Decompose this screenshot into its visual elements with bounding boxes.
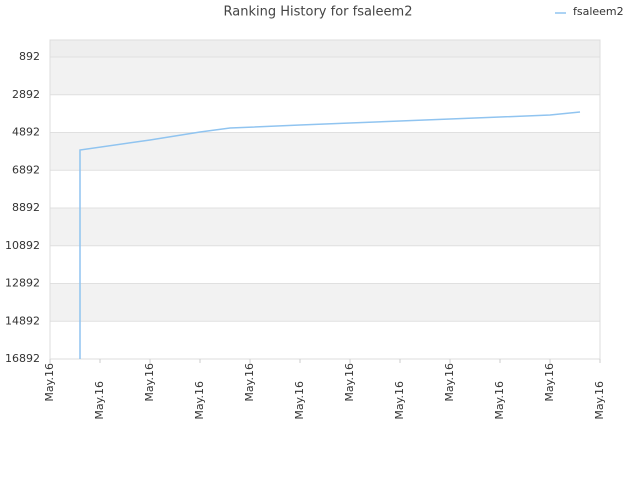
plot-band: [50, 132, 600, 171]
x-tick-label: May.16: [543, 363, 556, 402]
line-series: [79, 111, 581, 359]
x-tick-label: May.16: [443, 363, 456, 402]
x-tick-label: May.16: [293, 381, 306, 420]
y-tick-label: 14892: [5, 314, 40, 327]
x-tick-label: May.16: [193, 381, 206, 420]
y-tick-label: 16892: [5, 352, 40, 365]
x-tick-label: May.16: [393, 381, 406, 420]
x-tick-label: May.16: [343, 363, 356, 402]
y-tick-label: 4892: [12, 126, 40, 139]
x-tick-label: May.16: [493, 381, 506, 420]
plot-top-band: [50, 40, 600, 58]
x-tick-label: May.16: [43, 363, 56, 402]
x-tick-label: May.16: [243, 363, 256, 402]
y-tick-label: 2892: [12, 88, 40, 101]
y-tick-label: 8892: [12, 201, 40, 214]
plot-border: [49, 39, 601, 360]
x-tick-label: May.16: [593, 381, 606, 420]
plot-band: [50, 208, 600, 246]
plot-band: [50, 283, 600, 322]
x-tick-label: May.16: [143, 363, 156, 402]
y-tick-label: 892: [19, 50, 40, 63]
x-tick-label: May.16: [93, 381, 106, 420]
y-tick-label: 12892: [5, 277, 40, 290]
legend-label: fsaleem2: [573, 5, 624, 18]
y-tick-label: 6892: [12, 163, 40, 176]
chart-title: Ranking History for fsaleem2: [224, 5, 413, 20]
plot-band: [50, 57, 600, 95]
y-tick-label: 10892: [5, 239, 40, 252]
